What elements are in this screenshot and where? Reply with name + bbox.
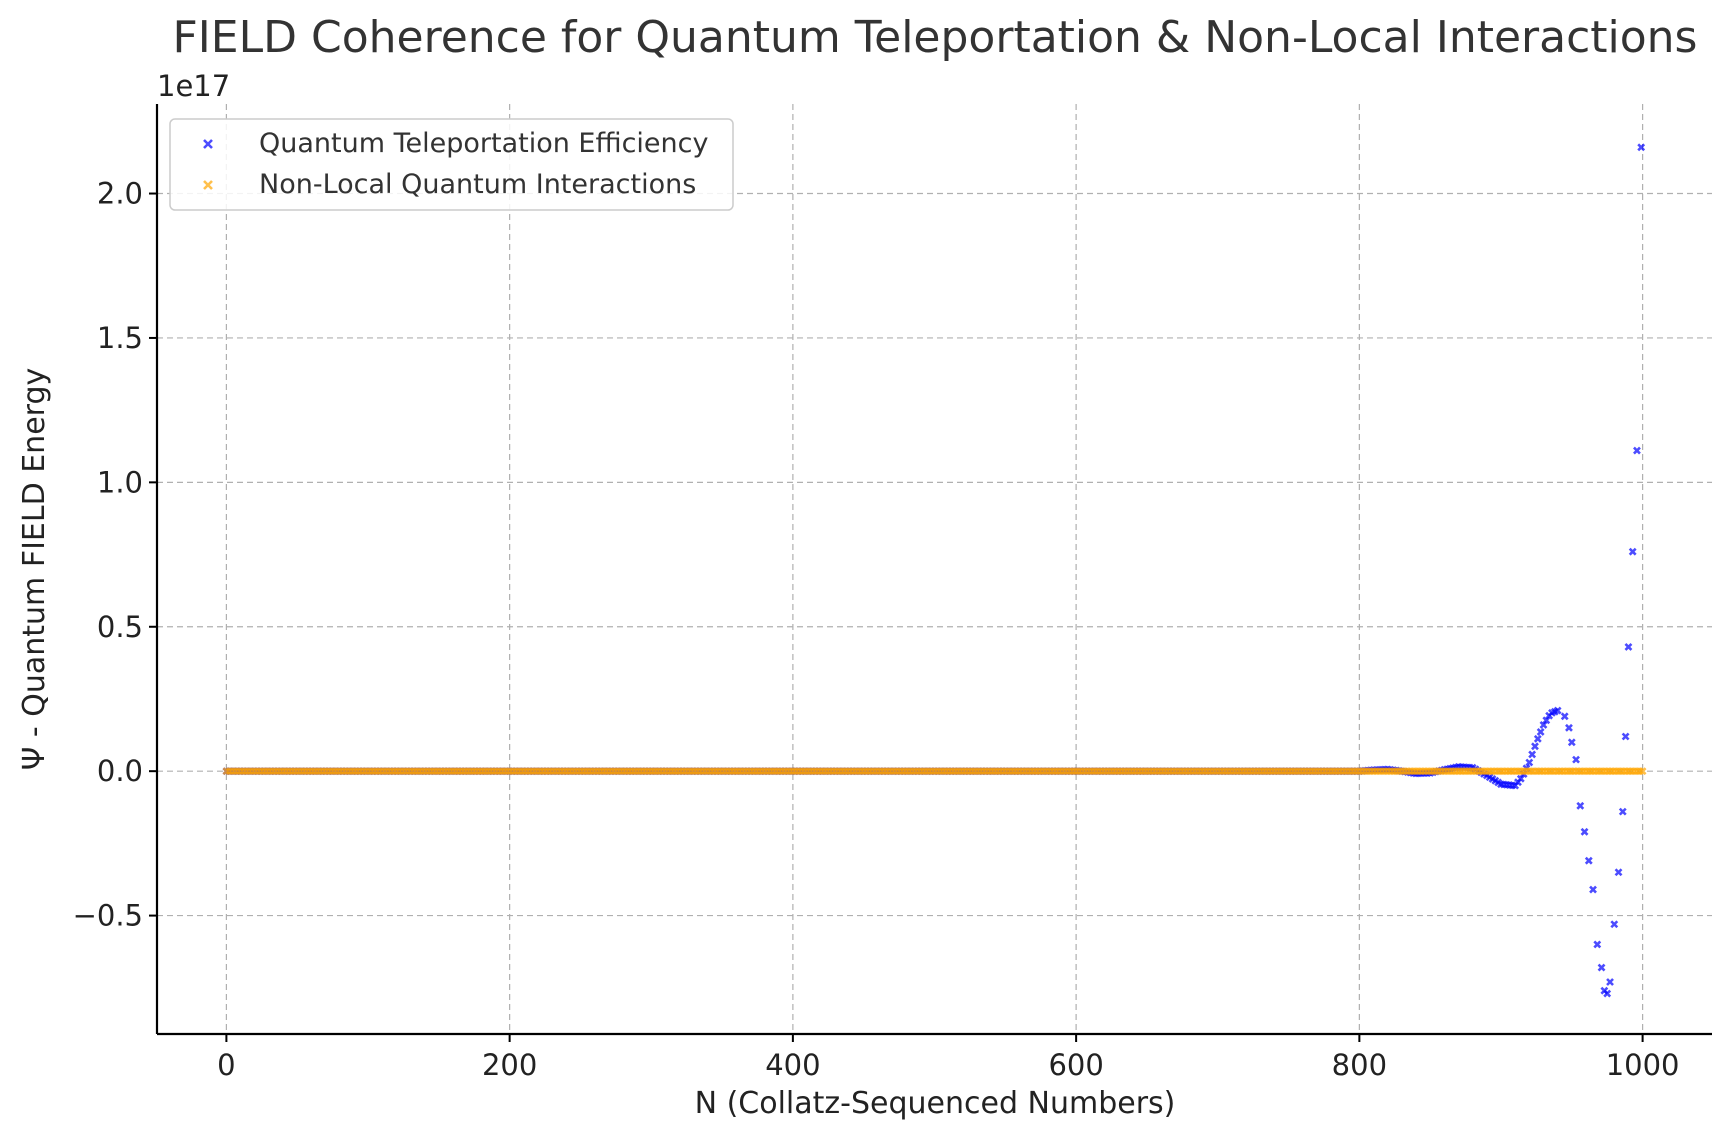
legend-box: [169, 118, 734, 211]
y-tick-label: 1.0: [97, 465, 143, 499]
x-ticks: 0 200 400 600 800 1000: [217, 1034, 1680, 1082]
teleportation-point: [1580, 827, 1589, 836]
teleportation-point: [1628, 547, 1637, 556]
legend-marker-x-teleportation: [203, 139, 213, 149]
teleportation-point: [1565, 723, 1573, 732]
y-ticks: −0.5 0.0 0.5 1.0 1.5 2.0: [73, 177, 157, 933]
x-tick-label: 400: [765, 1048, 820, 1082]
x-tick-label: 1000: [1606, 1048, 1680, 1082]
teleportation-point: [1525, 758, 1534, 767]
teleportation-point: [1531, 742, 1539, 751]
x-tick-label: 0: [217, 1048, 235, 1082]
teleportation-point: [1576, 801, 1585, 810]
chart-title: FIELD Coherence for Quantum Teleportatio…: [173, 12, 1698, 63]
teleportation-point: [1572, 755, 1580, 764]
legend: Quantum Teleportation Efficiency Non-Loc…: [169, 118, 734, 211]
x-axis-label: N (Collatz-Sequenced Numbers): [695, 1086, 1176, 1121]
x-tick-label: 800: [1332, 1048, 1387, 1082]
teleportation-point: [1593, 940, 1602, 949]
legend-label-non-local: Non-Local Quantum Interactions: [259, 169, 696, 200]
y-offset-label: 1e17: [157, 69, 230, 103]
teleportation-point: [1528, 750, 1537, 759]
y-tick-label: −0.5: [73, 899, 143, 933]
axes: [155, 104, 1712, 1036]
non-local-point: [1638, 767, 1647, 776]
y-tick-label: 1.5: [97, 321, 143, 355]
teleportation-point: [1624, 643, 1633, 651]
teleportation-point: [1606, 978, 1614, 986]
teleportation-point: [1637, 143, 1646, 152]
teleportation-point: [1614, 868, 1623, 877]
x-tick-label: 600: [1048, 1048, 1103, 1082]
x-tick-label: 200: [482, 1048, 537, 1082]
teleportation-point: [1597, 963, 1606, 972]
teleportation-point: [1589, 885, 1597, 894]
teleportation-point: [1633, 446, 1641, 455]
legend-marker-teleportation: [203, 139, 213, 149]
y-tick-label: 2.0: [97, 177, 143, 211]
teleportation-point: [1610, 920, 1619, 929]
y-tick-label: 0.5: [97, 610, 143, 644]
teleportation-point: [1553, 706, 1562, 715]
teleportation-point: [1536, 727, 1545, 736]
legend-marker-x-non-local: [203, 180, 213, 190]
teleportation-point: [1560, 712, 1569, 721]
teleportation-point: [1584, 856, 1593, 865]
legend-label-teleportation: Quantum Teleportation Efficiency: [259, 128, 709, 159]
data-points: [222, 143, 1647, 998]
legend-marker-non-local: [203, 180, 213, 190]
grid: [157, 104, 1712, 1034]
teleportation-point: [1533, 734, 1542, 743]
teleportation-point: [1621, 732, 1630, 741]
teleportation-point: [1603, 989, 1612, 998]
y-axis-label: Ψ - Quantum FIELD Energy: [17, 368, 52, 771]
teleportation-point: [1567, 738, 1576, 747]
y-tick-label: 0.0: [97, 754, 143, 788]
teleportation-point: [1618, 807, 1627, 816]
